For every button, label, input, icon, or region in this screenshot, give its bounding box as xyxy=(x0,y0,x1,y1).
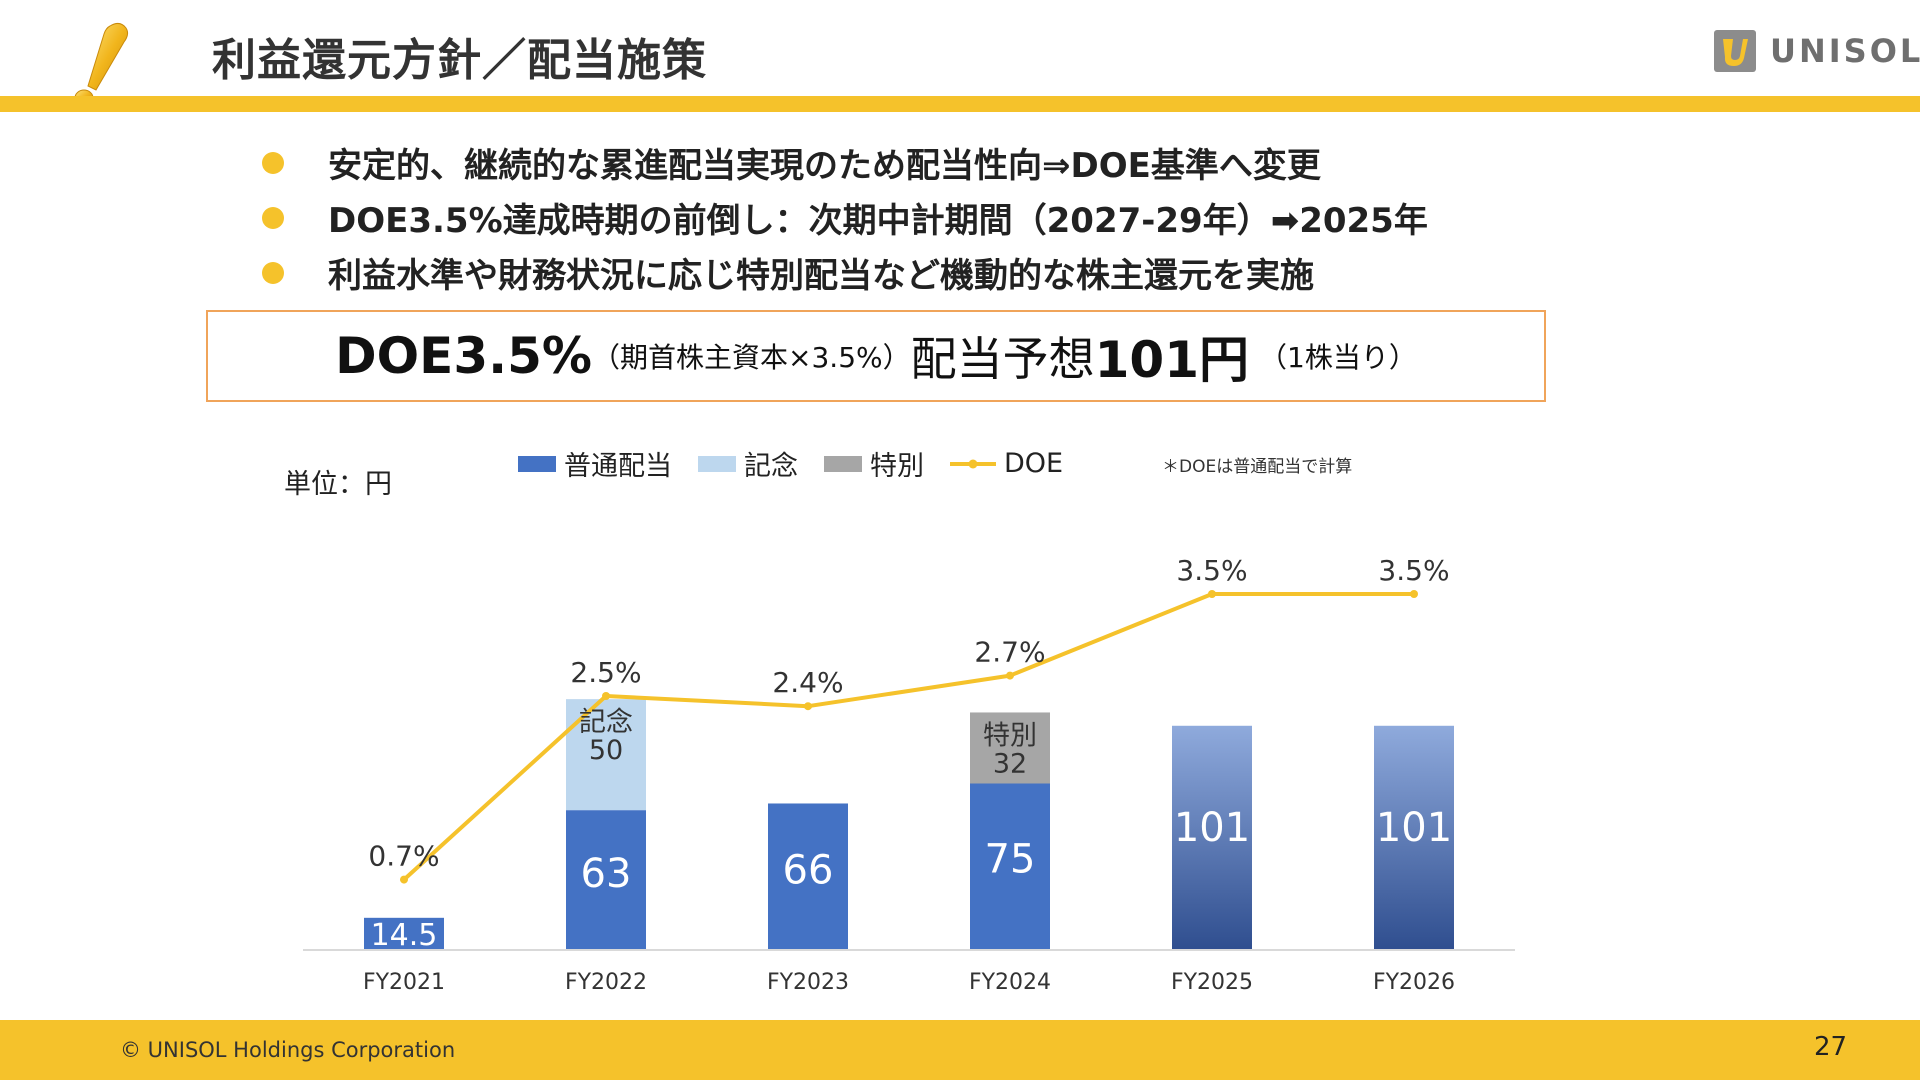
bar-value-label: 75 xyxy=(985,836,1036,882)
page-number: 27 xyxy=(1814,1032,1848,1062)
bar-value-label: 66 xyxy=(783,847,834,893)
legend-item-doe: DOE xyxy=(950,448,1063,479)
bar-special xyxy=(970,712,1050,784)
summary-forecast-label: 配当予想 xyxy=(910,332,1095,386)
chart-note: ＊DOEは普通配当で計算 xyxy=(1162,457,1353,477)
stack-value-label: 特別 xyxy=(983,720,1037,751)
summary-doe-note: （期首株主資本×3.5%） xyxy=(592,341,911,374)
chart-legend: 普通配当 記念 特別 DOE xyxy=(518,444,1089,483)
legend-swatch xyxy=(518,455,556,472)
doe-line xyxy=(402,592,1414,882)
bar-regular xyxy=(768,803,848,950)
legend-item-commemorative: 記念 xyxy=(698,444,798,483)
copyright: © UNISOL Holdings Corporation xyxy=(120,1038,456,1062)
x-tick-label: FY2023 xyxy=(767,970,849,995)
summary-forecast-value: 101円 xyxy=(1094,331,1249,389)
bar-regular xyxy=(970,783,1050,950)
doe-value-label: 0.7% xyxy=(368,840,439,873)
legend-label: 特別 xyxy=(870,451,924,482)
bullet-dot-icon xyxy=(262,261,284,284)
bar-regular xyxy=(1172,725,1252,950)
footer-bar xyxy=(0,1020,1920,1080)
legend-label: DOE xyxy=(1004,448,1064,479)
summary-doe: DOE3.5% xyxy=(335,327,593,385)
bar-value-label: 63 xyxy=(581,851,632,897)
doe-point xyxy=(1410,590,1418,598)
doe-value-label: 3.5% xyxy=(1176,554,1247,587)
stack-value-label: 32 xyxy=(993,748,1027,779)
unit-label: 単位：円 xyxy=(284,469,392,500)
logo-text: UNISOL xyxy=(1770,32,1920,70)
bar-value-label: 14.5 xyxy=(371,918,438,953)
legend-item-regular: 普通配当 xyxy=(518,444,672,483)
doe-point xyxy=(804,702,812,711)
doe-point xyxy=(1208,590,1216,598)
x-tick-label: FY2025 xyxy=(1171,970,1253,995)
legend-line-icon xyxy=(950,459,996,468)
legend-label: 記念 xyxy=(744,451,798,482)
stack-value-label: 50 xyxy=(589,735,623,766)
bullet-dot-icon xyxy=(262,206,284,229)
bar-regular xyxy=(364,917,444,950)
legend-swatch xyxy=(824,455,862,472)
company-logo: UNISOL xyxy=(1714,30,1920,72)
bar-value-label: 101 xyxy=(1174,805,1250,851)
doe-point xyxy=(1006,671,1014,680)
legend-label: 普通配当 xyxy=(564,451,672,482)
x-tick-label: FY2026 xyxy=(1373,970,1455,995)
header-bar xyxy=(0,96,1920,112)
bullet-text: 利益水準や財務状況に応じ特別配当など機動的な株主還元を実施 xyxy=(328,256,1314,296)
bullet-text: DOE3.5%達成時期の前倒し：次期中計期間（2027-29年）➡2025年 xyxy=(328,201,1428,241)
bullet-text: 安定的、継続的な累進配当実現のため配当性向⇒DOE基準へ変更 xyxy=(328,146,1321,186)
doe-point xyxy=(400,875,408,884)
bar-regular xyxy=(1374,725,1454,950)
stack-value-label: 記念 xyxy=(579,707,633,738)
doe-point xyxy=(602,692,610,700)
bullet-item: DOE3.5%達成時期の前倒し：次期中計期間（2027-29年）➡2025年 xyxy=(262,193,1428,242)
page-title: 利益還元方針／配当施策 xyxy=(212,35,707,86)
doe-value-label: 2.5% xyxy=(570,656,641,689)
bar-value-label: 101 xyxy=(1376,805,1452,851)
bullet-item: 安定的、継続的な累進配当実現のため配当性向⇒DOE基準へ変更 xyxy=(262,138,1321,187)
legend-swatch xyxy=(698,455,736,472)
bullet-dot-icon xyxy=(262,151,284,174)
x-tick-label: FY2024 xyxy=(969,970,1051,995)
bullet-item: 利益水準や財務状況に応じ特別配当など機動的な株主還元を実施 xyxy=(262,248,1314,297)
unisol-logo-icon xyxy=(1714,30,1756,72)
bar-regular xyxy=(566,810,646,950)
doe-value-label: 2.7% xyxy=(974,636,1045,669)
x-tick-label: FY2022 xyxy=(565,970,647,995)
summary-box: DOE3.5% （期首株主資本×3.5%） 配当予想 101円 （1株当り） xyxy=(206,310,1546,402)
doe-value-label: 2.4% xyxy=(772,666,843,699)
legend-item-special: 特別 xyxy=(824,444,924,483)
doe-value-label: 3.5% xyxy=(1378,554,1449,587)
x-tick-label: FY2021 xyxy=(363,970,445,995)
summary-forecast-note: （1株当り） xyxy=(1259,341,1417,374)
